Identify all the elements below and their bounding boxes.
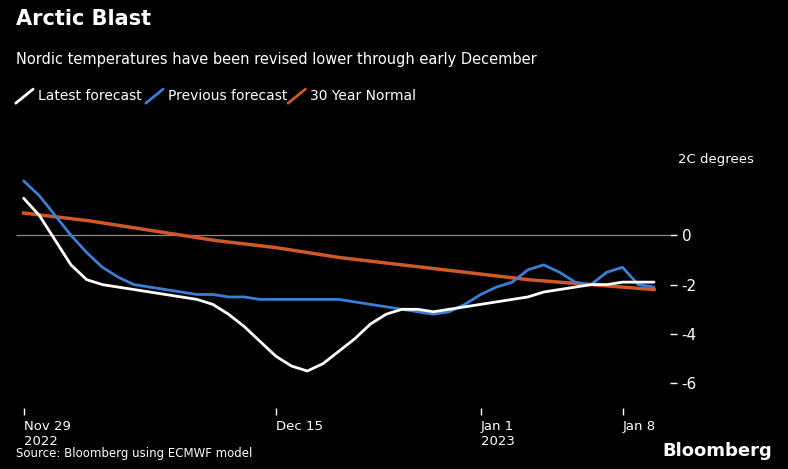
Text: Latest forecast: Latest forecast: [38, 89, 142, 103]
Text: Jan 1
2023: Jan 1 2023: [481, 420, 515, 448]
Text: 30 Year Normal: 30 Year Normal: [310, 89, 416, 103]
Text: Nordic temperatures have been revised lower through early December: Nordic temperatures have been revised lo…: [16, 52, 537, 67]
Text: Nov 29
2022: Nov 29 2022: [24, 420, 70, 448]
Text: Dec 15: Dec 15: [276, 420, 323, 433]
Text: Arctic Blast: Arctic Blast: [16, 9, 151, 30]
Text: Source: Bloomberg using ECMWF model: Source: Bloomberg using ECMWF model: [16, 446, 252, 460]
Text: 2C degrees: 2C degrees: [678, 153, 753, 166]
Text: Previous forecast: Previous forecast: [168, 89, 287, 103]
Text: Jan 8: Jan 8: [623, 420, 656, 433]
Text: Bloomberg: Bloomberg: [663, 442, 772, 460]
